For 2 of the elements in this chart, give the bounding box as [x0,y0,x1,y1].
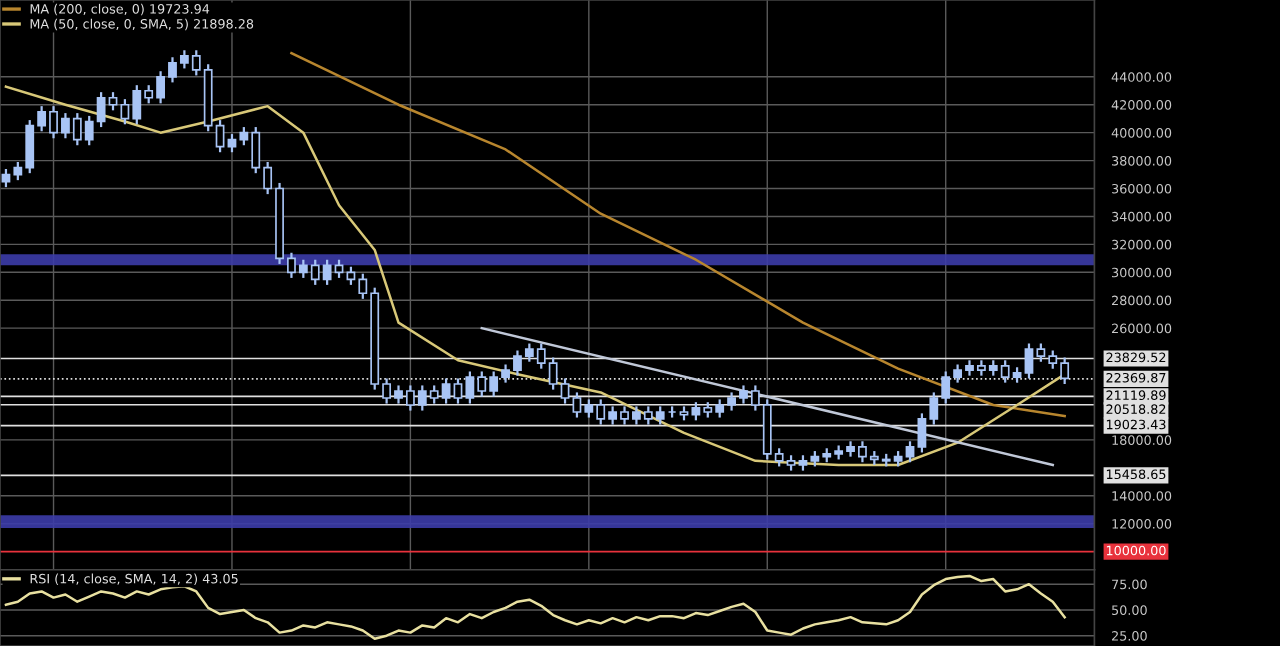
line-series [290,51,1066,418]
line-series [4,574,1066,641]
